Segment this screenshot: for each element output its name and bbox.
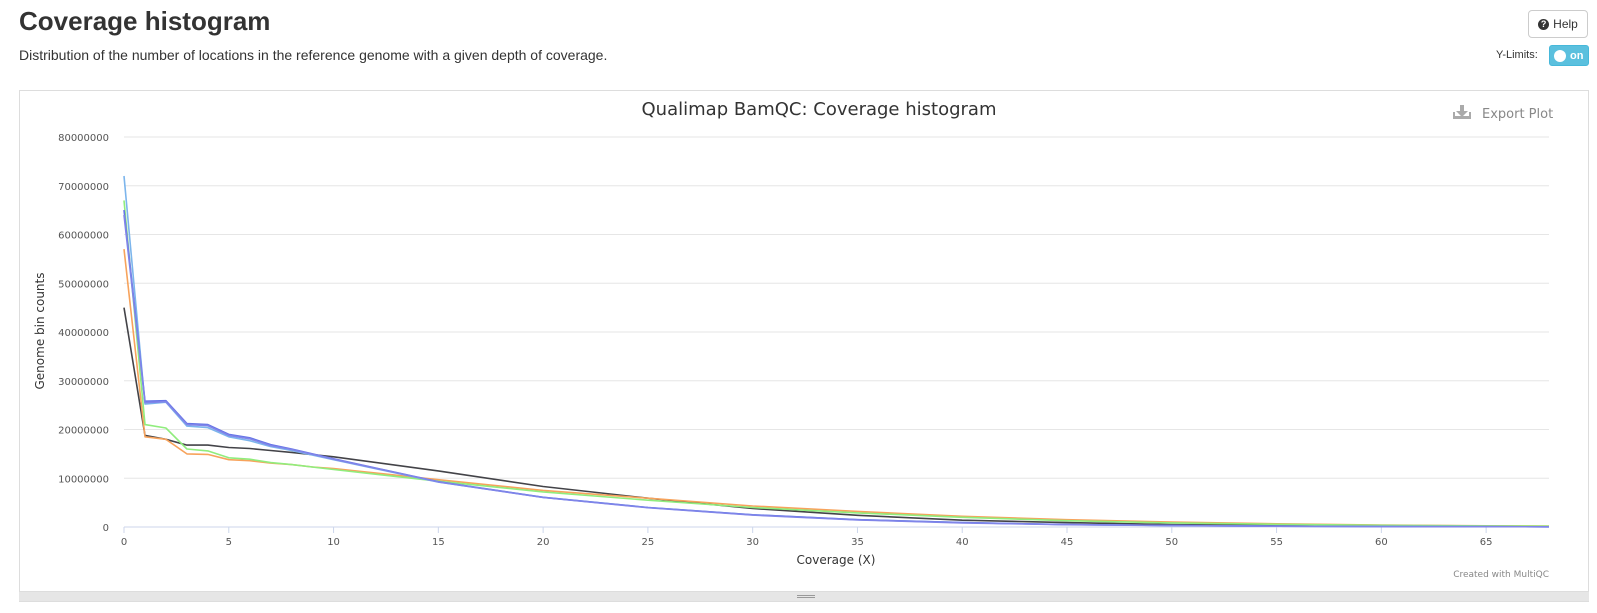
series-line-2 xyxy=(123,249,1550,527)
chart-title: Qualimap BamQC: Coverage histogram xyxy=(642,99,997,120)
x-tick-label: 35 xyxy=(851,537,864,548)
series-line-6 xyxy=(123,214,1550,528)
series-line-3 xyxy=(123,200,1550,527)
coverage-histogram-chart[interactable]: Qualimap BamQC: Coverage histogram Expor… xyxy=(20,91,1588,591)
x-tick-label: 40 xyxy=(956,537,969,548)
page-description: Distribution of the number of locations … xyxy=(19,47,608,63)
export-plot-label: Export Plot xyxy=(1482,107,1553,122)
plot-container: Qualimap BamQC: Coverage histogram Expor… xyxy=(19,90,1589,602)
y-tick-label: 70000000 xyxy=(58,182,109,193)
y-axis-label: Genome bin counts xyxy=(33,273,47,390)
x-tick-label: 55 xyxy=(1270,537,1283,548)
x-tick-label: 50 xyxy=(1165,537,1178,548)
x-axis: 0 5 10 15 20 25 30 35 40 45 50 55 60 65 xyxy=(121,526,1549,548)
x-tick-label: 15 xyxy=(432,537,445,548)
series-line-1 xyxy=(123,307,1550,528)
ylimits-label: Y-Limits: xyxy=(1496,49,1538,61)
help-label: Help xyxy=(1553,17,1578,31)
grip-line-bottom xyxy=(797,597,815,598)
x-tick-label: 10 xyxy=(327,537,340,548)
x-tick-label: 60 xyxy=(1375,537,1388,548)
y-tick-label: 10000000 xyxy=(58,474,109,485)
x-tick-label: 20 xyxy=(537,537,550,548)
x-tick-label: 25 xyxy=(642,537,655,548)
ylimits-toggle[interactable]: on xyxy=(1549,45,1589,66)
y-tick-label: 60000000 xyxy=(58,231,109,242)
x-axis-label: Coverage (X) xyxy=(797,553,876,567)
series-line-5 xyxy=(123,210,1550,528)
y-tick-label: 80000000 xyxy=(58,133,109,144)
ylimits-toggle-state: on xyxy=(1570,49,1584,62)
series-line-4 xyxy=(123,175,1550,528)
grip-line-top xyxy=(797,595,815,596)
created-with-credit: Created with MultiQC xyxy=(1453,570,1549,580)
y-axis-ticks: 0 10000000 20000000 30000000 40000000 5000000… xyxy=(58,133,109,534)
x-tick-label: 0 xyxy=(121,537,127,548)
export-plot-button[interactable]: Export Plot xyxy=(1453,105,1553,122)
help-button[interactable]: ? Help xyxy=(1528,10,1588,38)
y-tick-label: 0 xyxy=(103,523,109,534)
x-tick-label: 30 xyxy=(746,537,759,548)
plot-resize-handle[interactable] xyxy=(19,591,1589,601)
series-lines xyxy=(123,175,1550,528)
y-tick-label: 50000000 xyxy=(58,279,109,290)
page-title: Coverage histogram xyxy=(19,6,271,36)
question-circle-icon: ? xyxy=(1538,18,1550,30)
y-tick-label: 30000000 xyxy=(58,377,109,388)
download-icon xyxy=(1453,105,1471,119)
toggle-knob xyxy=(1554,49,1566,62)
y-tick-label: 20000000 xyxy=(58,426,109,437)
x-tick-label: 45 xyxy=(1061,537,1074,548)
grid-lines xyxy=(124,136,1549,479)
y-tick-label: 40000000 xyxy=(58,328,109,339)
x-tick-label: 5 xyxy=(226,537,232,548)
x-tick-label: 65 xyxy=(1480,537,1493,548)
